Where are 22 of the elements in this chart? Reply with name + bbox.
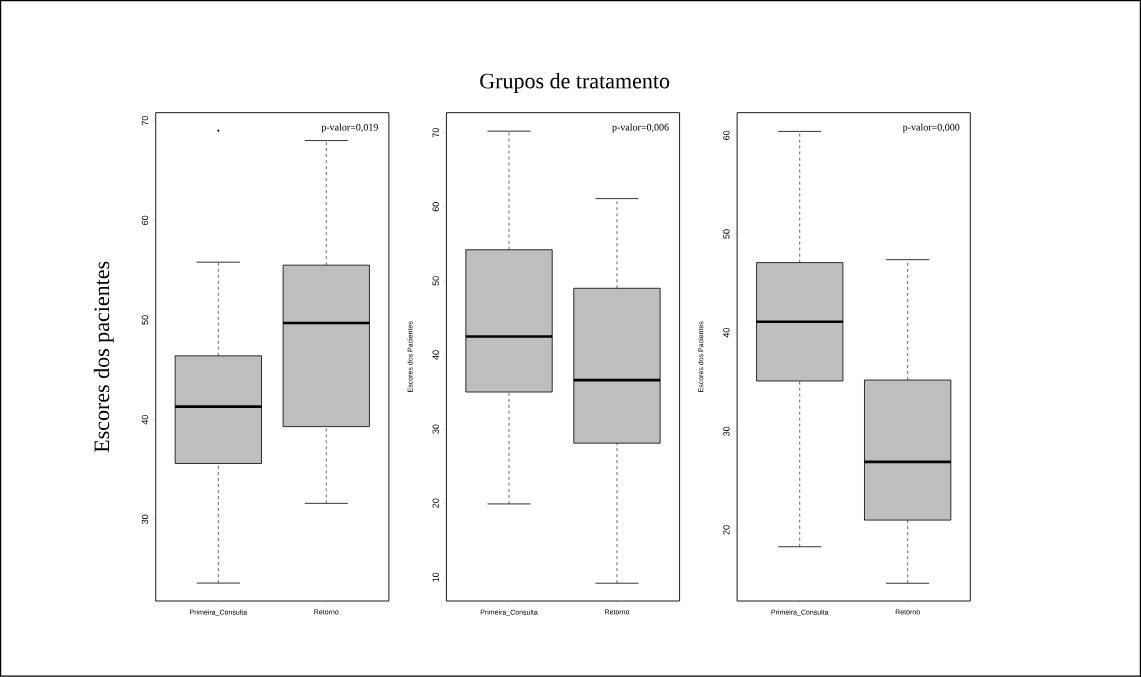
annotation: p-valor=0,000 <box>902 123 960 133</box>
y-tick-label: 40 <box>432 350 439 360</box>
y-tick-label: 50 <box>141 315 149 325</box>
y-axis-title: Escores dos pacientes <box>93 261 114 453</box>
y-tick-label: 30 <box>723 426 730 437</box>
y-tick-label: 40 <box>141 415 149 425</box>
y-tick-label: 60 <box>723 130 730 141</box>
annotation: p-valor=0,006 <box>612 123 669 133</box>
y-tick-label: 70 <box>141 116 149 126</box>
y-tick-label: 30 <box>141 514 149 525</box>
annotation: p-valor=0,019 <box>321 123 378 133</box>
y-tick-label: 30 <box>432 424 439 434</box>
y-tick-label: 60 <box>141 215 149 226</box>
y-tick-label: 60 <box>432 202 439 212</box>
y-tick-label: 40 <box>723 328 730 338</box>
y-tick-label: 20 <box>723 525 730 535</box>
y-tick-label: 20 <box>432 498 439 508</box>
y-tick-label: 10 <box>432 572 439 582</box>
y-tick-label: 50 <box>723 229 730 239</box>
y-tick-label: 50 <box>432 276 439 286</box>
y-tick-label: 70 <box>432 128 439 138</box>
chart-title: Grupos de tratamento <box>480 73 670 94</box>
